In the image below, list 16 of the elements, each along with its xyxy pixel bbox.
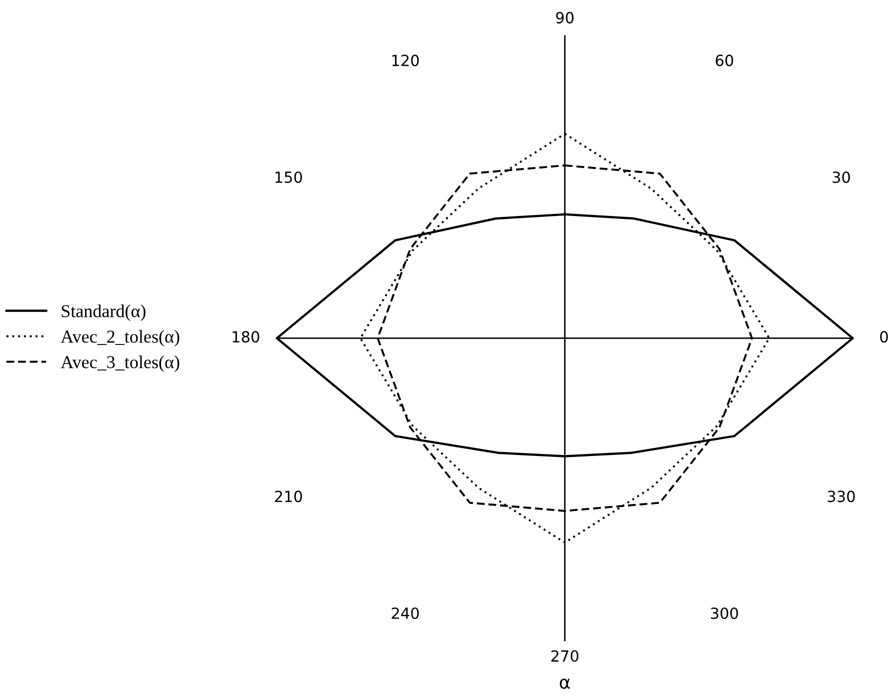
legend-label: Standard(α) xyxy=(62,304,146,321)
spoke-label: 0 xyxy=(880,331,888,343)
legend-label: Avec_2_toles(α) xyxy=(60,330,180,346)
legend-label: Avec_3_toles(α) xyxy=(60,356,180,372)
spoke-label: 30 xyxy=(832,171,850,184)
spoke-label: 90 xyxy=(556,12,574,24)
spoke-label: 330 xyxy=(828,490,855,502)
spoke-label: 210 xyxy=(274,490,302,502)
spoke-label: 240 xyxy=(392,607,419,620)
spoke-label: 60 xyxy=(716,54,734,66)
spoke-label: 300 xyxy=(710,607,738,620)
spoke-label: 120 xyxy=(392,54,419,66)
spoke-label: 150 xyxy=(276,171,302,184)
spoke-label: 270 xyxy=(551,650,578,662)
spoke-label: 180 xyxy=(232,331,260,343)
text: α xyxy=(560,678,570,689)
